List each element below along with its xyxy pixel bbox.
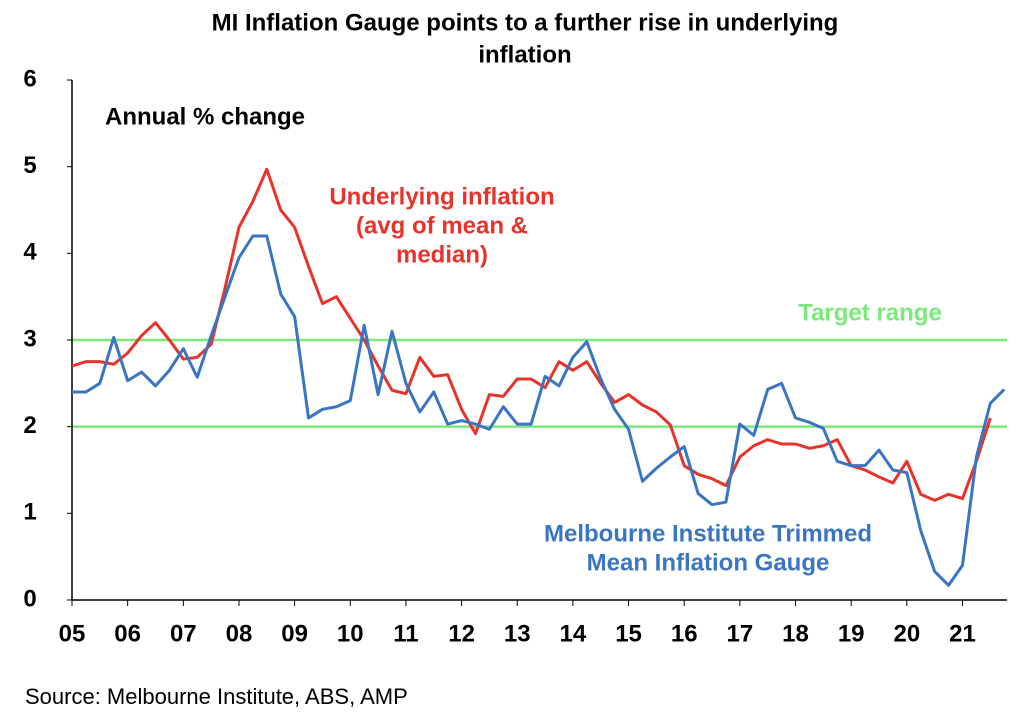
x-tick-label: 18 — [782, 620, 809, 647]
chart-title: inflation — [478, 41, 571, 68]
series-line — [71, 167, 992, 502]
x-tick-label: 19 — [838, 620, 865, 647]
x-tick-label: 12 — [448, 620, 475, 647]
x-tick-label: 13 — [504, 620, 531, 647]
y-tick-label: 0 — [23, 585, 36, 612]
y-tick-label: 5 — [23, 152, 36, 179]
series-label: (avg of mean & — [356, 212, 528, 239]
x-tick-label: 07 — [170, 620, 197, 647]
x-tick-label: 10 — [337, 620, 364, 647]
series-label: Melbourne Institute Trimmed — [544, 520, 872, 547]
y-tick-label: 4 — [23, 239, 37, 266]
x-tick-label: 14 — [560, 620, 587, 647]
subtitle: Annual % change — [105, 103, 305, 130]
y-tick-label: 3 — [23, 325, 36, 352]
series-label: Underlying inflation — [329, 183, 554, 210]
x-tick-label: 16 — [671, 620, 698, 647]
x-tick-label: 06 — [114, 620, 141, 647]
series-label: Mean Inflation Gauge — [587, 549, 830, 576]
chart-title: MI Inflation Gauge points to a further r… — [212, 9, 839, 36]
x-tick-label: 20 — [893, 620, 920, 647]
x-tick-label: 09 — [281, 620, 308, 647]
source: Source: Melbourne Institute, ABS, AMP — [25, 684, 408, 709]
target-label: Target range — [798, 299, 942, 326]
series-label: median) — [396, 241, 488, 268]
x-tick-label: 05 — [59, 620, 86, 647]
y-tick-label: 1 — [23, 499, 36, 526]
series-line — [72, 234, 1006, 587]
x-tick-label: 21 — [949, 620, 976, 647]
x-tick-label: 11 — [393, 620, 418, 647]
x-tick-label: 15 — [615, 620, 642, 647]
x-tick-label: 08 — [226, 620, 253, 647]
y-tick-label: 2 — [23, 412, 36, 439]
y-tick-label: 6 — [23, 65, 36, 92]
x-tick-label: 17 — [727, 620, 754, 647]
